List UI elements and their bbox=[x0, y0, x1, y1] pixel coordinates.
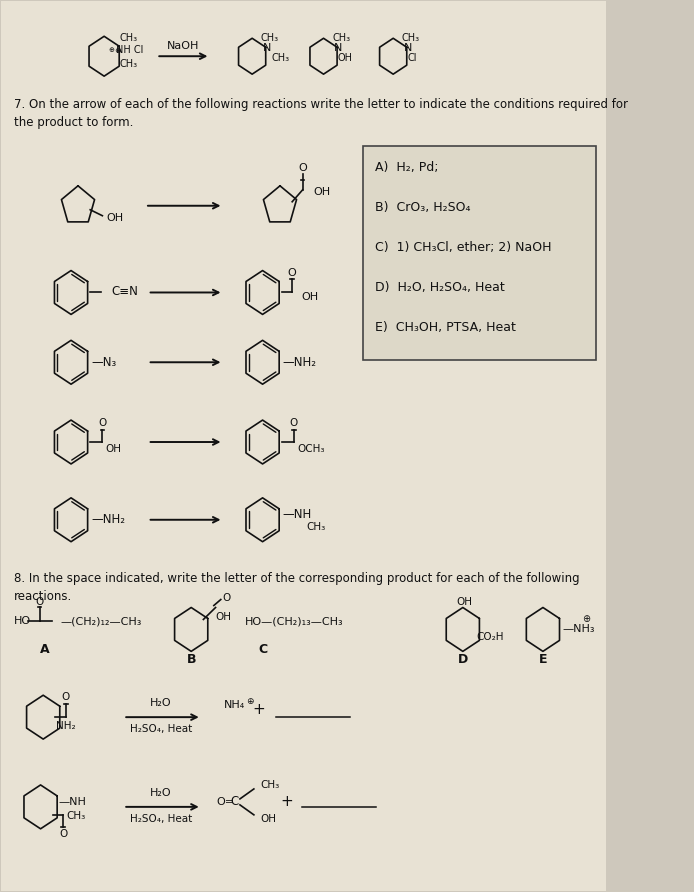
Text: 8. In the space indicated, write the letter of the corresponding product for eac: 8. In the space indicated, write the let… bbox=[14, 572, 579, 603]
Text: Cl: Cl bbox=[407, 54, 416, 63]
Text: ⊕: ⊕ bbox=[246, 697, 253, 706]
Text: A: A bbox=[40, 643, 50, 656]
Text: C: C bbox=[230, 796, 239, 808]
Text: +: + bbox=[253, 702, 266, 716]
Text: O=: O= bbox=[217, 797, 235, 807]
Text: N: N bbox=[262, 43, 271, 54]
Text: CO₂H: CO₂H bbox=[477, 632, 505, 642]
Text: CH₃: CH₃ bbox=[67, 811, 86, 821]
Text: OH: OH bbox=[216, 613, 232, 623]
Text: OCH₃: OCH₃ bbox=[298, 444, 325, 454]
Text: OH: OH bbox=[261, 814, 277, 824]
Text: CH₃: CH₃ bbox=[306, 522, 325, 532]
Text: —NH₂: —NH₂ bbox=[282, 356, 316, 368]
Text: ⊕: ⊕ bbox=[115, 45, 121, 54]
Text: H₂O: H₂O bbox=[150, 698, 171, 708]
Text: OH: OH bbox=[337, 54, 353, 63]
Text: O: O bbox=[288, 268, 296, 277]
Text: OH: OH bbox=[301, 293, 318, 302]
Text: NH Cl: NH Cl bbox=[117, 45, 144, 55]
Text: —NH₂: —NH₂ bbox=[91, 513, 125, 526]
Text: O: O bbox=[290, 418, 298, 428]
Text: ⊕: ⊕ bbox=[582, 615, 591, 624]
Text: NH₂: NH₂ bbox=[56, 721, 76, 731]
Text: N: N bbox=[404, 43, 412, 54]
Text: CH₃: CH₃ bbox=[120, 59, 138, 70]
Text: E: E bbox=[539, 653, 547, 665]
Text: H₂O: H₂O bbox=[150, 788, 171, 798]
Text: O: O bbox=[62, 692, 70, 702]
Text: H₂SO₄, Heat: H₂SO₄, Heat bbox=[130, 724, 192, 734]
Text: C)  1) CH₃Cl, ether; 2) NaOH: C) 1) CH₃Cl, ether; 2) NaOH bbox=[375, 241, 552, 254]
Text: B)  CrO₃, H₂SO₄: B) CrO₃, H₂SO₄ bbox=[375, 202, 471, 214]
Text: OH: OH bbox=[107, 212, 124, 223]
Text: CH₃: CH₃ bbox=[120, 33, 138, 44]
Text: A)  H₂, Pd;: A) H₂, Pd; bbox=[375, 161, 439, 174]
Text: O: O bbox=[222, 592, 230, 602]
Text: OH: OH bbox=[313, 186, 330, 197]
Text: O: O bbox=[59, 829, 67, 838]
Text: B: B bbox=[187, 653, 196, 665]
Text: +: + bbox=[280, 795, 294, 809]
Text: O: O bbox=[298, 163, 307, 173]
Text: E)  CH₃OH, PTSA, Heat: E) CH₃OH, PTSA, Heat bbox=[375, 321, 516, 334]
Text: O: O bbox=[99, 418, 106, 428]
Text: D)  H₂O, H₂SO₄, Heat: D) H₂O, H₂SO₄, Heat bbox=[375, 281, 505, 294]
Text: —NH: —NH bbox=[282, 508, 312, 521]
Text: C≡N: C≡N bbox=[111, 285, 138, 298]
Text: CH₃: CH₃ bbox=[261, 33, 279, 44]
Text: 7. On the arrow of each of the following reactions write the letter to indicate : 7. On the arrow of each of the following… bbox=[14, 98, 627, 129]
Bar bbox=[363, 146, 596, 360]
Text: H₂SO₄, Heat: H₂SO₄, Heat bbox=[130, 814, 192, 824]
Text: D: D bbox=[458, 653, 468, 665]
Text: HO—(CH₂)₁₃—CH₃: HO—(CH₂)₁₃—CH₃ bbox=[245, 616, 344, 626]
Text: CH₃: CH₃ bbox=[271, 54, 289, 63]
Text: ⊕: ⊕ bbox=[108, 47, 114, 54]
Text: N: N bbox=[334, 43, 342, 54]
Text: NH₄: NH₄ bbox=[223, 700, 245, 710]
Text: C: C bbox=[258, 643, 267, 656]
Text: HO: HO bbox=[14, 616, 31, 626]
Text: OH: OH bbox=[106, 444, 122, 454]
Text: NaOH: NaOH bbox=[167, 41, 200, 51]
Text: CH₃: CH₃ bbox=[332, 33, 350, 44]
Text: O: O bbox=[35, 597, 44, 607]
Text: —N₃: —N₃ bbox=[91, 356, 117, 368]
Text: CH₃: CH₃ bbox=[402, 33, 420, 44]
Text: —NH: —NH bbox=[58, 797, 86, 807]
Text: OH: OH bbox=[457, 597, 473, 607]
Text: —(CH₂)₁₂—CH₃: —(CH₂)₁₂—CH₃ bbox=[60, 616, 142, 626]
Text: —NH₃: —NH₃ bbox=[562, 624, 595, 634]
Text: CH₃: CH₃ bbox=[261, 780, 280, 790]
